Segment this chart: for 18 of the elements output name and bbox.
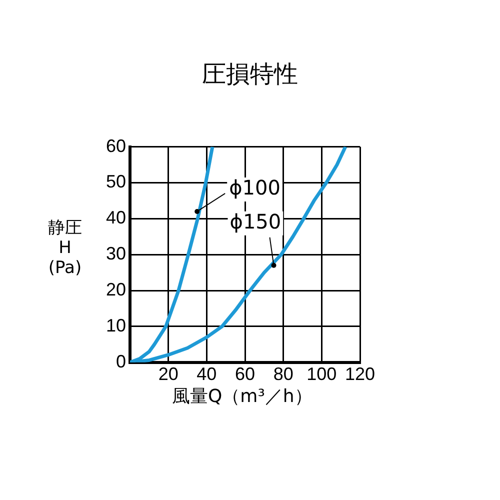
y-tick-label: 50	[106, 172, 126, 192]
x-tick-label: 20	[158, 364, 178, 384]
y-tick-label: 60	[106, 136, 126, 156]
y-tick-label: 30	[106, 244, 126, 264]
x-tick-label: 40	[196, 364, 217, 384]
x-tick-label: 100	[306, 364, 337, 384]
x-tick-label: 120	[344, 364, 376, 384]
x-tick-label: 60	[234, 364, 256, 384]
chart-title: 圧損特性	[201, 59, 299, 90]
annotation: ϕ150	[230, 210, 282, 234]
y-axis-title: 静圧 H (Pa)	[48, 218, 82, 278]
x-axis-title: 風量Q（m³／h）	[172, 385, 312, 408]
y-tick-label: 20	[106, 280, 126, 300]
annotation: ϕ100	[229, 176, 280, 200]
x-tick-label: 80	[273, 364, 294, 384]
y-tick-label: 10	[106, 315, 126, 336]
y-tick-label: 40	[106, 208, 126, 228]
y-tick-label: 0	[116, 351, 126, 372]
